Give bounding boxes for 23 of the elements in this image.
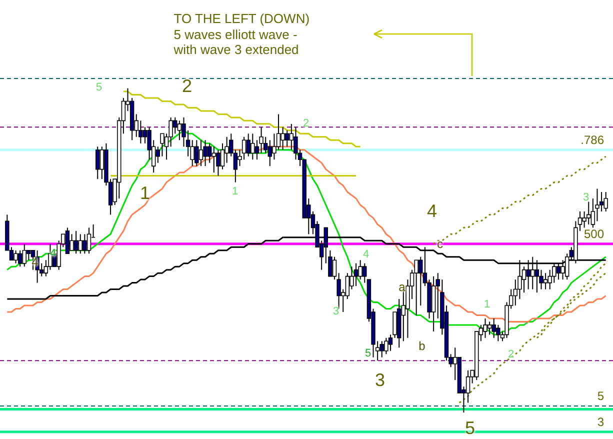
annotation: 3 (332, 306, 340, 318)
annotation: 4 (50, 248, 56, 260)
annotation: 1 (232, 186, 238, 198)
annotation: a (398, 280, 406, 294)
annotation: .786 (580, 132, 604, 147)
annotation: 4 (426, 201, 438, 221)
annotation: 4 (32, 255, 38, 269)
annotation: 5 (364, 348, 372, 360)
annotation: 3 (374, 370, 386, 390)
annotation: 1 (140, 183, 150, 203)
annotation: 5 (597, 388, 604, 403)
annotation: 2 (302, 118, 310, 130)
annotation: 500 (584, 226, 604, 241)
chart-subtitle: 5 waves elliott wave - with wave 3 extended (172, 27, 299, 57)
annotation: 2 (508, 348, 514, 360)
annotation: 3 (582, 192, 590, 204)
chart-title: TO THE LEFT (DOWN) (174, 11, 310, 26)
annotation: 4 (362, 248, 370, 260)
annotation: 1 (484, 298, 490, 310)
annotation: 3 (597, 414, 604, 429)
annotation: b (418, 339, 426, 353)
annotation: 2 (182, 76, 192, 96)
annotation: 5 (96, 82, 102, 94)
